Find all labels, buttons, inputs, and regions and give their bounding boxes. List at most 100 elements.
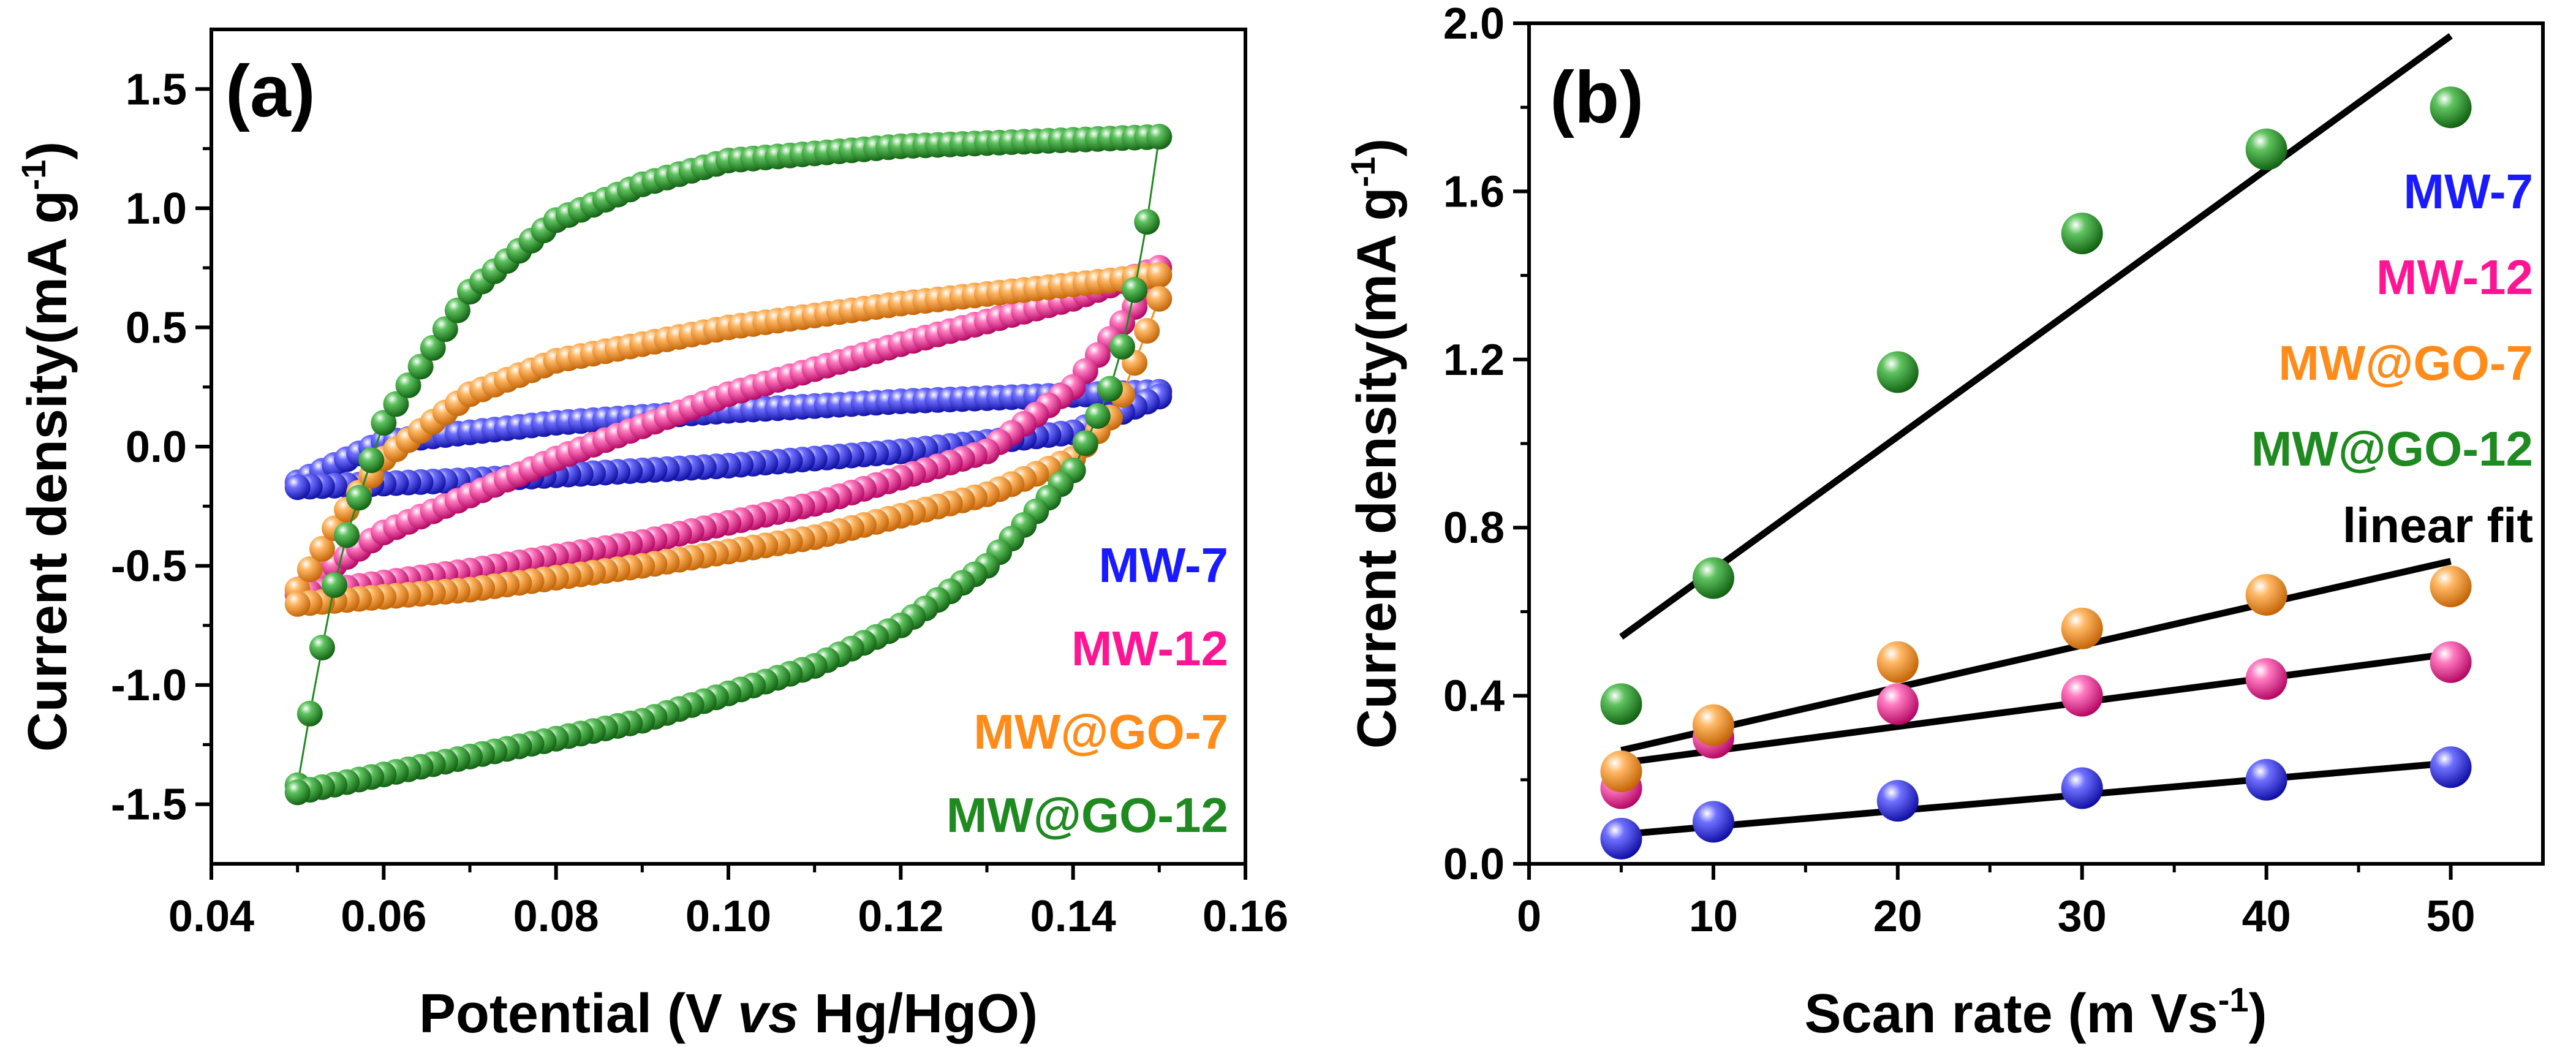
x-tick-label: 0.04 [168,892,254,941]
cv-point-mw-at-go-12 [1109,333,1135,360]
scan-rate-points [1600,33,2472,860]
legend-a: MW-7 MW-12 MW@GO-7 MW@GO-12 [946,538,1228,842]
cv-point-mw-at-go-7 [284,591,311,617]
fit-line-mw-at-go-12 [1619,33,2453,640]
cv-point-mw-7 [284,474,311,501]
cv-point-mw-at-go-12 [1146,124,1173,150]
cv-point-mw-at-go-12 [420,335,446,361]
scan-rate-plot-panel-b: 0 10 20 30 40 50 0.0 0.4 0.8 1.2 1.6 2.0 (b) Scan … [1343,0,2545,1045]
point-mw-at-go-12 [1692,557,1734,599]
point-mw-at-go-7 [1876,641,1919,683]
cv-point-mw-at-go-12 [444,297,470,323]
cv-point-mw-at-go-12 [358,447,385,474]
cv-point-mw-at-go-12 [432,316,458,342]
x-tick-label: 20 [1873,892,1922,941]
fit-line-mw-12 [1620,650,2452,766]
cv-point-mw-at-go-12 [346,485,372,511]
point-mw-at-go-7 [1600,750,1642,793]
cv-point-mw-at-go-12 [309,635,335,660]
point-mw-7 [2245,758,2287,801]
panel-label-b: (b) [1550,56,1644,138]
y-tick-label: 0.0 [126,423,187,472]
legend-label-mw-12: MW-12 [2376,250,2533,304]
fit-line-mw-7 [1620,759,2452,838]
y-tick-label: 1.6 [1443,167,1505,216]
cv-markers-mw-at-go-12 [284,124,1173,806]
point-mw-at-go-12 [2430,86,2472,129]
point-mw-7 [2430,746,2472,788]
y-tick-label: -1.0 [111,661,187,710]
y-tick-label: -1.5 [111,781,187,830]
x-tick-label: 0.14 [1030,892,1116,941]
cv-point-mw-at-go-12 [1084,403,1111,429]
point-mw-at-go-7 [2061,607,2103,649]
cv-curves [284,124,1173,806]
y-tick-label: 1.5 [126,65,187,114]
y-ticks-b: 0.0 0.4 0.8 1.2 1.6 2.0 [1443,0,1529,889]
y-tick-label: 1.2 [1443,336,1505,385]
point-mw-at-go-7 [2430,565,2472,608]
point-mw-12 [2245,658,2287,700]
legend-label-mw-7: MW-7 [2403,164,2533,219]
x-tick-label: 30 [2058,892,2107,941]
legend-label-linear-fit: linear fit [2343,498,2533,553]
x-tick-label: 50 [2426,892,2475,941]
panel-label-a: (a) [225,50,315,132]
cv-point-mw-at-go-12 [383,391,409,417]
point-mw-at-go-12 [1876,351,1919,393]
x-tick-label: 0.16 [1203,892,1288,941]
cv-point-mw-at-go-12 [1072,430,1098,456]
cv-point-mw-at-go-7 [297,556,323,583]
cv-markers-mw-12 [284,255,1173,608]
x-tick-label: 0.08 [513,892,599,941]
cv-point-mw-at-go-12 [334,522,360,548]
cv-point-mw-at-go-7 [1146,285,1173,312]
point-mw-7 [2061,767,2103,809]
x-axis-title-a: Potential (V vs Hg/HgO) [419,983,1038,1045]
y-tick-label: -0.5 [111,542,187,591]
x-tick-label: 0.06 [341,892,426,941]
legend-label-mw-at-go-7: MW@GO-7 [973,705,1228,759]
cv-point-mw-at-go-12 [322,572,347,599]
point-mw-12 [1876,683,1919,725]
y-tick-label: 2.0 [1443,0,1505,48]
cv-point-mw-at-go-12 [395,372,421,398]
cv-point-mw-at-go-12 [407,353,434,380]
cv-point-mw-at-go-12 [284,779,311,806]
cv-point-mw-at-go-12 [1122,277,1148,303]
y-tick-label: 1.0 [126,184,187,233]
x-tick-label: 0.12 [858,892,943,941]
cv-point-mw-at-go-12 [1134,209,1160,235]
cv-point-mw-at-go-7 [1134,318,1160,344]
legend-label-mw-at-go-12: MW@GO-12 [2251,421,2533,476]
y-tick-label: 0.0 [1443,840,1505,889]
point-mw-7 [1876,780,1919,822]
legend-b: MW-7 MW-12 MW@GO-7 MW@GO-12 linear fit [2251,164,2533,553]
cv-point-mw-at-go-12 [1097,376,1123,402]
y-ticks-a: -1.5 -1.0 -0.5 0.0 0.5 1.0 1.5 [111,65,211,830]
fit-line-mw-at-go-7 [1620,558,2452,754]
point-mw-at-go-12 [2245,128,2287,170]
x-tick-label: 0.10 [686,892,771,941]
y-tick-label: 0.4 [1443,672,1505,721]
y-axis-title-b: Current density(mA g-1) [1343,138,1408,749]
point-mw-7 [1692,801,1734,843]
legend-label-mw-at-go-12: MW@GO-12 [946,788,1228,842]
legend-label-mw-7: MW-7 [1098,538,1228,592]
cv-point-mw-at-go-12 [297,700,323,727]
point-mw-at-go-12 [2061,213,2103,254]
cv-point-mw-at-go-7 [309,535,335,562]
x-tick-label: 0 [1517,892,1541,941]
point-mw-at-go-7 [1692,704,1734,746]
point-mw-at-go-12 [1600,683,1642,725]
point-mw-7 [1600,817,1642,860]
x-tick-label: 10 [1689,892,1738,941]
y-tick-label: 0.5 [126,303,187,352]
x-ticks-a: 0.04 0.06 0.08 0.10 0.12 0.14 0.16 [168,864,1288,941]
y-tick-label: 0.8 [1443,504,1505,553]
x-ticks-b: 0 10 20 30 40 50 [1517,864,2476,941]
legend-label-mw-12: MW-12 [1071,621,1228,676]
point-mw-at-go-7 [2245,573,2287,616]
cv-plot-panel-a: 0.04 0.06 0.08 0.10 0.12 0.14 0.16 -1.5 -1.0 -0.… [14,28,1288,1045]
